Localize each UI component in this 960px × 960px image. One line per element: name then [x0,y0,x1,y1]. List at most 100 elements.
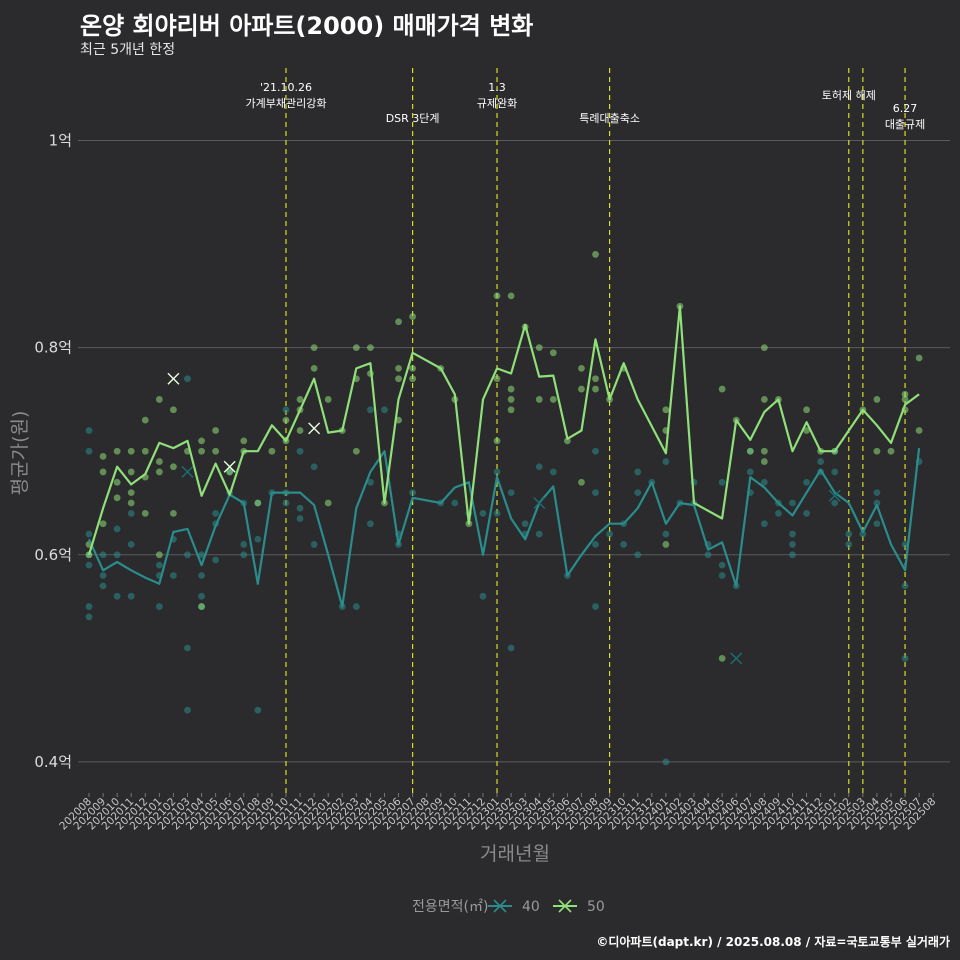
policy-annotation: 대출규제 [885,118,925,131]
point-series-40 [704,551,712,559]
point-series-50 [155,551,163,559]
point-series-40 [184,706,191,714]
point-series-40 [296,504,304,512]
point-series-40 [634,468,642,476]
point-series-50 [254,499,262,507]
point-series-40 [803,478,810,486]
point-series-50 [662,406,670,414]
point-series-40 [85,530,93,538]
point-series-40 [127,592,135,600]
point-series-40 [789,530,796,538]
point-series-50 [198,447,205,455]
point-series-40 [606,530,613,538]
point-series-50 [99,520,107,528]
legend-swatch-x-50 [558,899,572,913]
point-series-40 [409,489,417,497]
point-series-50 [760,344,768,352]
point-series-40 [451,499,459,507]
point-series-50 [155,396,163,403]
point-series-40 [254,706,262,714]
point-series-50 [873,447,881,455]
point-series-40 [620,541,628,548]
point-series-40 [831,468,839,476]
point-series-50 [592,375,599,383]
point-series-50 [127,489,135,497]
point-series-50 [127,468,135,476]
point-series-40 [352,603,360,610]
point-series-50 [198,603,205,610]
point-series-40 [155,603,163,610]
point-series-50 [324,396,332,403]
point-series-40 [718,572,726,579]
point-series-50 [760,396,768,403]
x-tick-labels: 2020082020092020102020112020122021012021… [57,793,938,832]
series-lines [87,305,921,608]
page-title: 온양 회야리버 아파트(2000) 매매가격 변화 [80,12,534,40]
point-series-50 [268,447,276,455]
point-series-40 [535,463,543,471]
point-series-50 [367,344,374,352]
x-axis-title: 거래년월 [480,843,550,865]
legend-swatch-x-40 [493,899,507,913]
point-series-40 [127,541,135,548]
point-series-50 [296,396,304,403]
point-series-50 [170,463,177,471]
point-series-50 [563,437,571,445]
point-series-40 [155,561,163,569]
point-series-40 [85,561,93,569]
point-series-40 [85,447,93,455]
point-series-50 [901,390,909,398]
point-series-40 [240,551,248,559]
point-series-40 [113,592,121,600]
point-series-40 [212,509,220,517]
point-series-40 [817,458,825,465]
point-series-40 [99,582,107,590]
point-series-50 [662,541,670,548]
point-series-50 [240,437,248,445]
source-caption: ©디아파트(dapt.kr) / 2025.08.08 / 자료=국토교통부 실… [596,935,950,949]
point-series-40 [592,541,599,548]
policy-annotation: 가계부채관리강화 [245,97,326,110]
policy-annotation: 6.27 [893,102,918,115]
point-series-50 [282,416,290,424]
point-series-50 [803,427,810,434]
point-series-50 [535,396,543,403]
point-series-50 [141,416,149,424]
point-series-50 [324,499,332,507]
x-marker-series-40 [533,497,546,509]
point-series-50 [127,499,135,507]
point-series-50 [409,364,417,372]
point-series-50 [592,385,599,393]
point-series-40 [901,654,909,662]
point-series-40 [184,551,191,559]
point-series-50 [535,344,543,352]
point-series-40 [789,551,796,559]
point-series-40 [549,468,557,476]
y-tick-label: 0.4억 [34,753,72,771]
point-series-50 [746,447,754,455]
point-series-50 [310,344,318,352]
point-series-40 [254,535,262,543]
point-series-50 [113,447,121,455]
point-series-40 [184,644,191,652]
point-series-40 [901,541,909,548]
point-series-40 [718,561,726,569]
point-series-40 [592,489,599,497]
x-marker-series-50 [223,460,236,473]
point-series-40 [198,592,205,600]
point-series-40 [789,541,796,548]
series-line-50 [87,305,920,556]
point-series-50 [352,447,360,455]
point-series-40 [198,551,205,559]
point-series-50 [296,427,304,434]
y-tick-label: 0.8억 [34,339,72,357]
y-tick-label: 1억 [49,132,72,150]
point-series-40 [662,530,670,538]
point-series-40 [521,520,529,528]
x-marker-series-50 [167,372,180,385]
point-series-40 [718,478,726,486]
point-series-40 [634,489,642,497]
point-series-40 [296,515,304,522]
